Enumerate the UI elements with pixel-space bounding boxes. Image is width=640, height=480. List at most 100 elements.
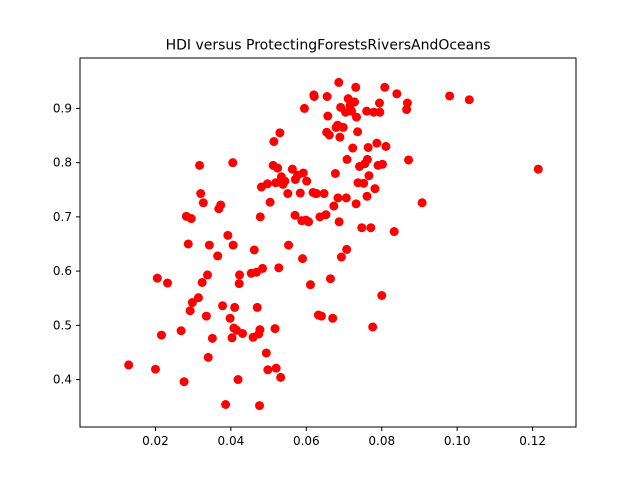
data-point (380, 82, 390, 92)
y-tick-label: 0.5 (53, 318, 72, 332)
data-point (342, 154, 352, 164)
data-point (290, 210, 300, 220)
data-point (193, 293, 203, 303)
data-point (417, 198, 427, 208)
data-point (445, 91, 455, 101)
data-point (533, 164, 543, 174)
data-point (252, 302, 262, 312)
data-point (362, 191, 372, 201)
data-point (269, 137, 279, 147)
points-layer (124, 77, 543, 411)
data-point (402, 105, 412, 115)
data-point (323, 111, 333, 121)
data-point (287, 164, 297, 174)
data-point (273, 163, 283, 173)
y-tick-label: 0.7 (53, 210, 72, 224)
data-point (368, 322, 378, 332)
data-point (223, 230, 233, 240)
data-point (271, 363, 281, 373)
data-point (152, 273, 162, 283)
x-tick-label: 0.12 (519, 434, 546, 448)
data-point (366, 223, 376, 233)
data-point (359, 178, 369, 188)
data-point (179, 377, 189, 387)
data-point (201, 311, 211, 321)
data-point (238, 328, 248, 338)
data-point (353, 127, 363, 137)
data-point (374, 98, 384, 108)
data-point (336, 252, 346, 262)
data-point (196, 189, 206, 199)
data-point (195, 160, 205, 170)
data-point (263, 365, 273, 375)
data-point (202, 270, 212, 280)
data-point (258, 263, 268, 273)
data-point (404, 155, 414, 165)
data-point (276, 372, 286, 382)
data-point (357, 223, 367, 233)
data-point (262, 179, 272, 189)
data-point (389, 227, 399, 237)
data-point (316, 311, 326, 321)
data-point (230, 302, 240, 312)
data-point (402, 98, 412, 108)
data-point (228, 158, 238, 168)
data-point (378, 159, 387, 169)
data-point (150, 364, 160, 374)
data-point (225, 313, 235, 323)
data-point (362, 106, 372, 116)
y-tick-label: 0.8 (53, 156, 72, 170)
data-point (375, 107, 385, 117)
data-point (348, 143, 358, 153)
data-point (464, 95, 474, 105)
data-point (255, 325, 265, 335)
data-point (330, 169, 340, 178)
data-point (186, 214, 196, 224)
data-point (350, 97, 360, 107)
x-tick-label: 0.08 (368, 434, 395, 448)
data-point (334, 77, 344, 87)
data-point (255, 212, 265, 222)
data-point (321, 210, 331, 220)
data-point (322, 92, 332, 101)
data-point (213, 251, 223, 261)
data-point (347, 106, 357, 116)
data-point (183, 239, 193, 249)
x-tick-label: 0.10 (444, 434, 471, 448)
data-point (255, 401, 265, 411)
y-tick-label: 0.4 (53, 373, 72, 387)
data-point (335, 132, 345, 142)
data-point (333, 193, 343, 203)
data-point (372, 138, 382, 148)
data-point (351, 199, 361, 209)
x-tick-label: 0.02 (142, 434, 169, 448)
data-point (204, 240, 214, 250)
data-point (319, 189, 329, 199)
data-point (233, 375, 243, 385)
x-tick-label: 0.04 (218, 434, 245, 448)
data-point (187, 298, 197, 308)
plot-frame (79, 57, 577, 428)
data-point (185, 306, 195, 316)
data-point (227, 333, 237, 343)
x-axis: 0.02 0.04 0.06 0.08 0.10 0.12 (142, 427, 546, 448)
data-point (299, 103, 309, 113)
data-point (271, 178, 281, 188)
x-tick-label: 0.06 (293, 434, 320, 448)
y-tick-label: 0.9 (53, 101, 72, 115)
data-point (249, 245, 259, 255)
data-point (298, 254, 308, 264)
data-point (351, 82, 361, 92)
data-point (295, 188, 305, 198)
data-point (305, 280, 315, 290)
data-point (163, 278, 173, 288)
data-point (364, 171, 374, 181)
data-point (221, 400, 231, 409)
data-point (176, 326, 186, 336)
data-point (283, 189, 293, 199)
data-point (197, 277, 207, 287)
data-point (341, 193, 351, 203)
data-point (302, 176, 312, 186)
y-axis: 0.4 0.5 0.6 0.7 0.8 0.9 (53, 101, 80, 387)
